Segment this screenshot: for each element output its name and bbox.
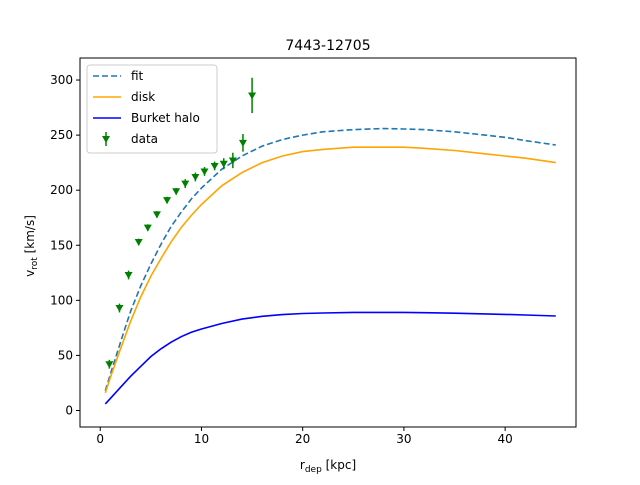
data-point: [248, 92, 257, 100]
x-tick-label: 30: [396, 432, 411, 446]
data-point: [152, 211, 161, 219]
y-tick-label: 100: [50, 293, 73, 307]
legend-label: data: [131, 132, 158, 146]
legend-label: Burket halo: [131, 111, 200, 125]
data-point: [191, 173, 200, 181]
chart-title: 7443-12705: [285, 38, 370, 54]
y-axis-label-sub: rot: [30, 257, 40, 270]
y-tick-label: 50: [58, 348, 73, 362]
data-point: [124, 271, 133, 279]
data-point: [143, 224, 152, 232]
x-axis-label-sub: dep: [305, 465, 322, 475]
y-tick-label: 300: [50, 73, 73, 87]
x-axis-label-unit: [kpc]: [322, 458, 356, 472]
data-point: [115, 305, 124, 313]
legend-label: fit: [131, 69, 144, 83]
data-point: [228, 157, 237, 165]
data-point: [219, 160, 228, 168]
axes-frame: [79, 57, 577, 428]
data-point: [172, 188, 181, 196]
y-axis-label: vrot [km/s]: [23, 215, 40, 277]
data-point: [134, 238, 143, 246]
series-line-disk: [104, 146, 556, 394]
y-tick-label: 200: [50, 183, 73, 197]
x-axis-label: rdep [kpc]: [300, 458, 356, 475]
series-line-burket-halo: [104, 311, 556, 405]
y-tick-label: 150: [50, 238, 73, 252]
legend-marker-data: [102, 136, 110, 143]
legend-label: disk: [131, 90, 155, 104]
data-point: [181, 180, 190, 188]
y-axis-label-main: v: [23, 270, 37, 277]
x-tick-label: 20: [295, 432, 310, 446]
plot-area: 0 10 20 30 40 0 50 100 150 200 250 300: [50, 57, 577, 446]
data-point: [163, 197, 172, 205]
data-point: [238, 139, 247, 147]
x-tick-label: 10: [194, 432, 209, 446]
x-tick-label: 0: [96, 432, 104, 446]
series-line-fit: [104, 127, 556, 391]
x-axis-label-main: r: [300, 458, 305, 472]
data-point: [210, 162, 219, 170]
legend: fit disk Burket halo data: [86, 64, 218, 154]
y-axis-label-unit: [km/s]: [23, 215, 37, 257]
y-tick-label: 250: [50, 128, 73, 142]
legend-box: [86, 64, 218, 154]
data-point: [200, 168, 209, 176]
data-point: [105, 361, 114, 369]
y-tick-label: 0: [65, 403, 73, 417]
x-tick-label: 40: [498, 432, 513, 446]
